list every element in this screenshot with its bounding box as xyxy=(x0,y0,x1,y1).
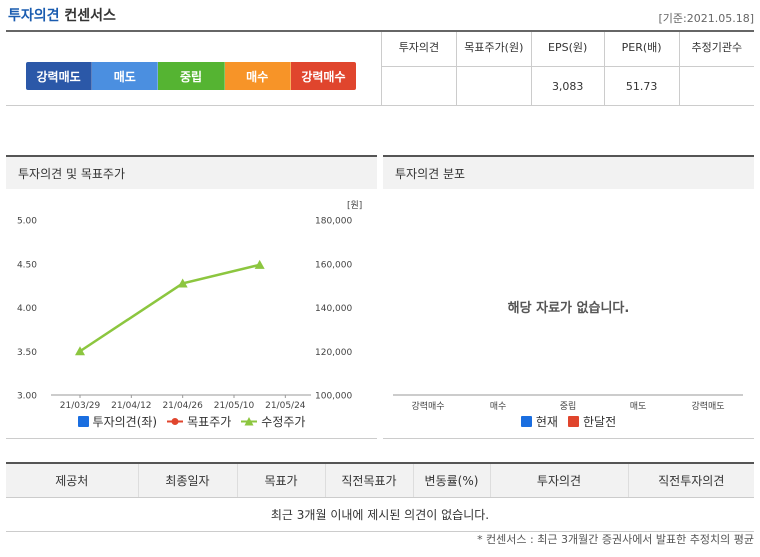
opinions-empty-message: 최근 3개월 이내에 제시된 의견이 없습니다. xyxy=(6,497,754,532)
base-date: [기준:2021.05.18] xyxy=(658,12,754,25)
page-title-sub: 컨센서스 xyxy=(64,8,116,24)
legend-month-ago[interactable]: 한달전 xyxy=(567,413,617,430)
legend-month-ago-label: 한달전 xyxy=(582,415,617,429)
legend-adjusted-price-swatch xyxy=(241,417,258,426)
col-provider: 제공처 xyxy=(6,462,138,498)
scale-sell: 매도 xyxy=(92,62,159,90)
scale-strong-buy: 강력매수 xyxy=(290,62,356,90)
y-right-tick-label: 120,000 xyxy=(315,348,352,358)
legend-opinion-swatch xyxy=(77,416,89,427)
x-tick-label: 21/05/24 xyxy=(265,401,306,410)
y-right-tick-label: 140,000 xyxy=(315,304,352,314)
legend-target-price-swatch xyxy=(167,418,184,425)
legend-target-price[interactable]: 목표주가 xyxy=(167,413,231,430)
data-point-adjusted-price xyxy=(254,259,265,269)
y-right-unit-label: [원] xyxy=(347,200,362,211)
col-target: 목표가 xyxy=(236,462,325,498)
y-left-tick-label: 4.50 xyxy=(17,260,37,270)
distribution-legend: 현재 한달전 xyxy=(383,413,754,430)
consensus-value-row: 3,083 51.73 xyxy=(381,66,754,106)
legend-adjusted-price-label: 수정주가 xyxy=(261,415,306,429)
x-tick-label: 21/04/26 xyxy=(162,401,203,410)
distribution-category-label: 중립 xyxy=(560,401,577,412)
value-target-price xyxy=(455,66,532,106)
data-point-adjusted-price xyxy=(177,278,188,288)
opinion-distribution-panel: 투자의견 분포 해당 자료가 없습니다. 강력매수 매수 중립 매도 강력매도 현재 한… xyxy=(383,155,754,439)
col-opinion: 투자의견 xyxy=(489,462,628,498)
value-eps: 3,083 xyxy=(530,66,605,106)
y-right-tick-label: 160,000 xyxy=(315,260,352,270)
col-prev-opinion: 직전투자의견 xyxy=(627,462,754,498)
col-change-rate: 변동률(%) xyxy=(412,462,490,498)
legend-opinion-label: 투자의견(좌) xyxy=(92,415,158,429)
value-estimators xyxy=(678,66,754,106)
opinions-empty-row: 최근 3개월 이내에 제시된 의견이 없습니다. xyxy=(6,497,754,532)
data-point-adjusted-price xyxy=(75,346,85,356)
col-estimators: 추정기관수 xyxy=(678,32,754,67)
col-last-date: 최종일자 xyxy=(137,462,237,498)
broker-opinions-section: 제공처 최종일자 목표가 직전목표가 변동률(%) 투자의견 직전투자의견 최근… xyxy=(6,462,754,532)
footnote: * 컨센서스 : 최근 3개월간 증권사에서 발표한 추정치의 평균 xyxy=(477,533,754,546)
value-opinion xyxy=(381,66,457,106)
opinion-scale-bar: 강력매도 매도 중립 매수 강력매수 xyxy=(26,62,356,90)
y-left-tick-label: 5.00 xyxy=(17,217,37,227)
distribution-category-label: 강력매도 xyxy=(691,400,724,412)
col-target-price: 목표주가(원) xyxy=(455,32,532,67)
consensus-header-row: 투자의견 목표주가(원) EPS(원) PER(배) 추정기관수 xyxy=(381,32,754,67)
x-tick-label: 21/04/12 xyxy=(111,401,151,410)
col-per: PER(배) xyxy=(603,32,680,67)
distribution-category-label: 매수 xyxy=(490,401,507,412)
legend-adjusted-price[interactable]: 수정주가 xyxy=(241,413,305,430)
legend-target-price-label: 목표주가 xyxy=(187,415,232,429)
scale-buy: 매수 xyxy=(224,62,291,90)
col-prev-target: 직전목표가 xyxy=(324,462,413,498)
price-line-chart: 5.00 4.50 4.00 3.50 3.00 180,000 160,000 140,00… xyxy=(17,200,362,410)
legend-month-ago-swatch xyxy=(567,416,579,427)
opinions-header-row: 제공처 최종일자 목표가 직전목표가 변동률(%) 투자의견 직전투자의견 xyxy=(6,462,754,498)
y-left-tick-label: 3.00 xyxy=(17,392,37,402)
scale-strong-sell: 강력매도 xyxy=(26,62,93,90)
page-title: 투자의견 컨센서스 xyxy=(8,5,116,25)
distribution-empty-message: 해당 자료가 없습니다. xyxy=(507,301,630,316)
distribution-category-label: 강력매수 xyxy=(411,400,444,412)
y-left-tick-label: 3.50 xyxy=(17,348,37,358)
distribution-category-label: 매도 xyxy=(630,401,647,412)
panel-title-distribution: 투자의견 분포 xyxy=(383,155,754,189)
legend-current-swatch xyxy=(520,416,532,427)
legend-current[interactable]: 현재 xyxy=(520,413,558,430)
legend-current-label: 현재 xyxy=(535,415,558,429)
series-line-adjusted-price xyxy=(79,263,260,353)
panel-title-chart: 투자의견 및 목표주가 xyxy=(6,155,377,189)
chart-legend: 투자의견(좌) 목표주가 수정주가 xyxy=(6,413,377,430)
y-left-tick-label: 4.00 xyxy=(17,304,37,314)
consensus-section: 강력매도 매도 중립 매수 강력매수 투자의견 목표주가(원) EPS(원) P… xyxy=(6,30,754,106)
broker-opinions-table: 제공처 최종일자 목표가 직전목표가 변동률(%) 투자의견 직전투자의견 최근… xyxy=(6,462,754,532)
y-right-tick-label: 180,000 xyxy=(315,217,352,227)
value-per: 51.73 xyxy=(603,66,680,106)
scale-neutral: 중립 xyxy=(158,62,225,90)
x-tick-label: 21/05/10 xyxy=(214,401,255,410)
legend-opinion[interactable]: 투자의견(좌) xyxy=(77,413,158,430)
x-tick-label: 21/03/29 xyxy=(60,401,101,410)
col-opinion: 투자의견 xyxy=(381,32,457,67)
distribution-axis: 강력매수 매수 중립 매도 강력매도 xyxy=(393,394,743,412)
consensus-table: 투자의견 목표주가(원) EPS(원) PER(배) 추정기관수 3,083 5… xyxy=(381,32,754,106)
page-title-main: 투자의견 xyxy=(8,8,60,24)
y-right-tick-label: 100,000 xyxy=(315,392,352,402)
col-eps: EPS(원) xyxy=(530,32,605,67)
opinion-target-price-panel: 투자의견 및 목표주가 5.00 4.50 4.00 3.50 3.00 180,000 1… xyxy=(6,155,377,439)
